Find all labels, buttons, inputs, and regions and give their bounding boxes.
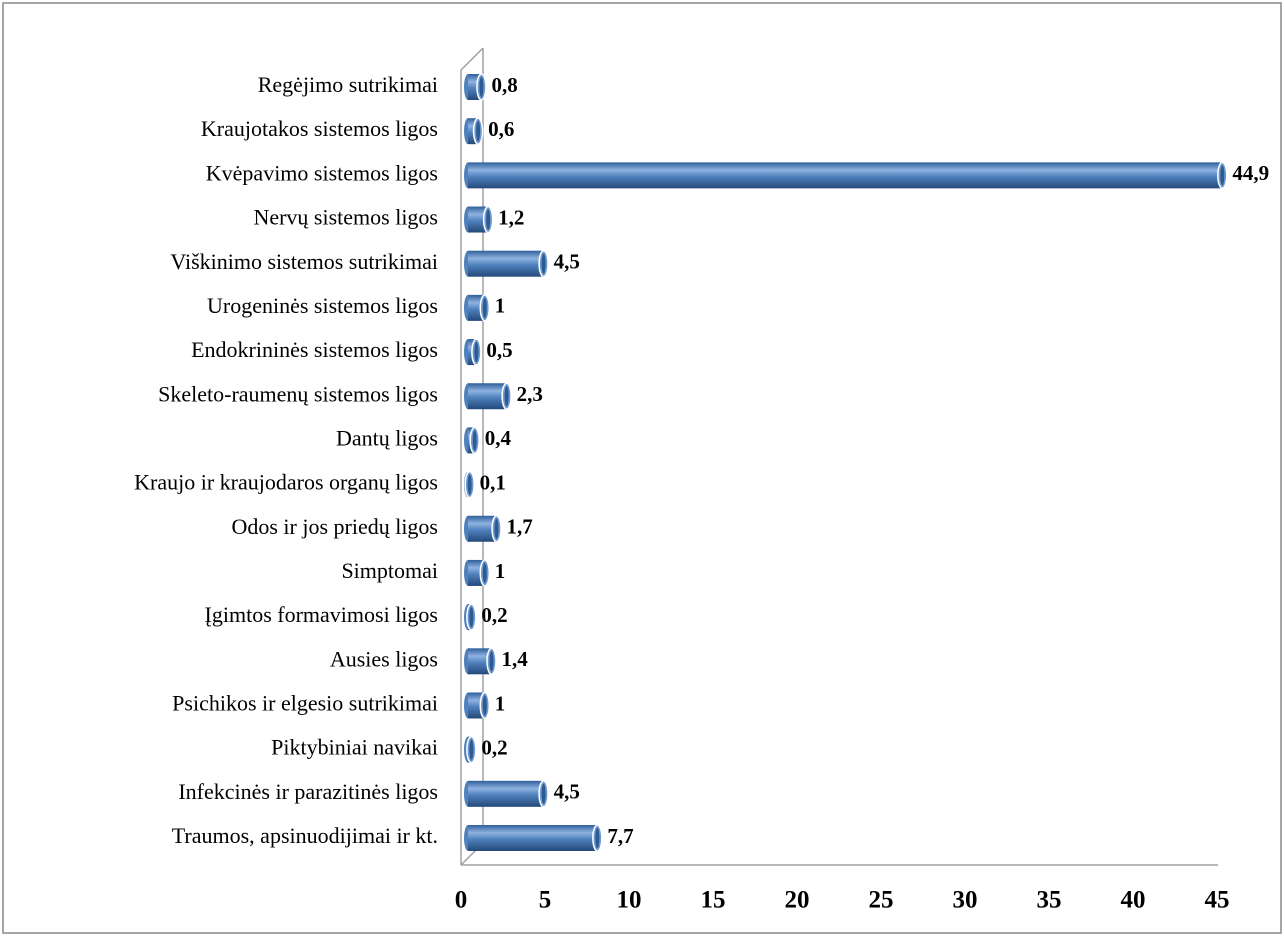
value-label: 44,9 [1232,161,1269,185]
value-label: 0,8 [491,73,517,97]
y-tick-label: Kraujo ir kraujodaros organų ligos [134,470,438,495]
value-label: 1,4 [502,647,529,671]
y-tick-label: Regėjimo sutrikimai [258,72,438,97]
x-tick-label: 45 [1205,887,1230,914]
value-label: 7,7 [607,824,633,848]
bar [468,383,507,410]
y-tick-label: Piktybiniai navikai [271,735,438,760]
x-tick-label: 25 [869,887,894,914]
bar-cap-inner [474,342,479,363]
x-tick-label: 35 [1037,887,1062,914]
y-tick-label: Ausies ligos [330,646,438,671]
x-tick-label: 40 [1121,887,1146,914]
value-label: 1,2 [498,205,524,229]
value-label: 0,2 [481,735,507,759]
y-tick-label: Dantų ligos [336,425,438,450]
value-label: 1 [495,691,506,715]
y-tick-label: Kraujotakos sistemos ligos [201,116,438,141]
value-label: 0,5 [486,338,512,362]
y-tick-label: Odos ir jos priedų ligos [231,514,438,539]
y-tick-label: Nervų sistemos ligos [253,205,438,230]
value-label: 1 [495,294,506,318]
y-tick-label: Viškinimo sistemos sutrikimai [170,249,438,274]
bar-cap-inner [504,386,509,407]
y-tick-label: Įgimtos formavimosi ligos [205,602,438,627]
bar [468,825,598,851]
x-tick-label: 10 [617,887,642,914]
bar-cap-inner [541,783,546,804]
y-tick-label: Psichikos ir elgesio sutrikimai [172,691,438,716]
value-label: 1 [495,559,506,583]
value-label: 0,6 [488,117,514,141]
bar-cap-inner [476,121,481,142]
y-tick-label: Kvėpavimo sistemos ligos [206,160,438,185]
bar [468,162,1223,189]
bar-cap-inner [494,518,499,539]
bar [468,206,489,233]
bar-cap-inner [469,739,474,760]
bar-cap-inner [479,77,484,97]
value-label: 4,5 [554,780,580,804]
y-tick-label: Infekcinės ir parazitinės ligos [178,779,438,804]
x-tick-label: 5 [539,887,552,914]
x-tick-label: 0 [455,887,468,914]
value-label: 0,4 [485,426,512,450]
y-tick-label: Urogeninės sistemos ligos [207,293,438,318]
x-tick-label: 20 [785,887,810,914]
bar [468,780,544,807]
bar-cap-inner [595,828,600,848]
bar [468,648,492,675]
bar-cap-inner [486,209,491,230]
y-tick-label: Simptomai [341,558,438,583]
value-label: 1,7 [507,515,533,539]
bar-cap-inner [467,474,472,495]
value-label: 0,2 [481,603,507,627]
y-tick-label: Endokrininės sistemos ligos [191,337,438,362]
y-tick-label: Traumos, apsinuodijimai ir kt. [172,823,438,848]
bar-cap-inner [469,607,474,628]
bar [468,250,544,277]
x-tick-label: 15 [701,887,726,914]
value-label: 2,3 [517,382,543,406]
value-label: 0,1 [480,470,506,494]
value-label: 4,5 [554,250,580,274]
x-tick-label: 30 [953,887,978,914]
y-tick-label: Skeleto-raumenų sistemos ligos [158,381,438,406]
bar-cap-inner [489,651,494,672]
bar-cap-inner [482,695,487,716]
bar-cap-inner [1220,165,1225,186]
bar-cap-inner [472,430,477,451]
bar-cap-inner [541,253,546,274]
bar-cap-inner [482,297,487,318]
bar-cap-inner [482,562,487,583]
